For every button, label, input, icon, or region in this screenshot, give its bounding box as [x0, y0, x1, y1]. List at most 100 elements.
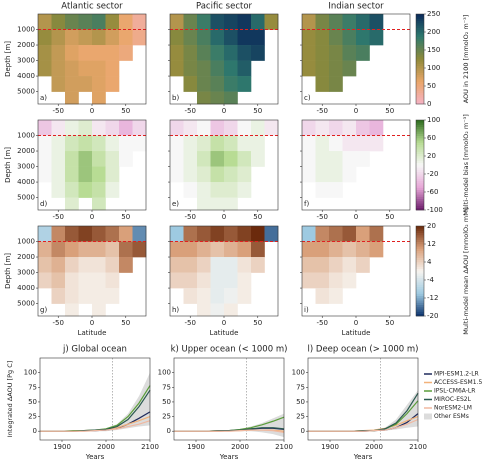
chart-title: l) Deep ocean (> 1000 m) [308, 345, 419, 355]
colorbar-segment [416, 293, 424, 297]
field-cell [197, 151, 211, 167]
field-cell [105, 60, 120, 77]
colorbar-segment [416, 70, 424, 73]
field-cell [356, 151, 370, 167]
field-cell [65, 151, 79, 167]
y-tick-label: 100 [292, 369, 305, 377]
colorbar-segment [416, 56, 424, 60]
field-cell [342, 166, 357, 183]
colorbar-segment [416, 313, 424, 317]
field-cell [183, 76, 198, 92]
field-cell [356, 226, 370, 242]
y-tick-label: 3000 [17, 163, 35, 171]
x-tick-label: 50 [121, 213, 130, 221]
field-cell [119, 226, 133, 242]
colorbar-segment [416, 187, 424, 191]
colorbar-segment [416, 25, 424, 28]
x-tick-label: 0 [354, 213, 358, 221]
colorbar-segment [416, 309, 424, 312]
field-cell [210, 272, 225, 289]
x-tick-label: 2000 [231, 443, 249, 451]
field-cell [251, 120, 265, 136]
colorbar-segment [416, 302, 424, 306]
field-cell [237, 14, 252, 30]
field-cell [51, 226, 66, 242]
field-cell [183, 288, 198, 304]
field-cell [237, 120, 252, 136]
field-cell [302, 14, 316, 30]
colorbar-segment [416, 72, 424, 76]
panel-label: a) [40, 94, 47, 102]
field-cell [210, 60, 225, 77]
field-cell [170, 14, 184, 30]
field-cell [51, 182, 66, 198]
field-cell [51, 76, 66, 92]
colorbar-segment [416, 192, 424, 195]
field-cell [329, 151, 343, 167]
x-axis-label: Latitude [210, 329, 239, 337]
x-axis-label: Latitude [78, 329, 107, 337]
colorbar-tick-label: -20 [427, 170, 438, 178]
colorbar-segment [416, 257, 424, 261]
colorbar-segment [416, 291, 424, 294]
field-cell [170, 241, 184, 258]
field-cell [237, 182, 252, 198]
field-cell [119, 151, 133, 167]
legend-label: ACCESS-ESM1.5 [434, 379, 482, 386]
field-cell [224, 135, 238, 152]
legend-label: MPI-ESM1.2-LR [434, 371, 479, 378]
colorbar-segment [416, 77, 424, 80]
colorbar-label: Multi-model mean ΔAOU [mmolO₂ m⁻³] [462, 207, 470, 334]
colorbar-tick-label: -12 [427, 294, 438, 302]
colorbar-segment [416, 275, 424, 279]
field-cell [251, 14, 265, 30]
field-cell [38, 45, 52, 61]
colorbar-segment [416, 176, 424, 179]
colorbar-segment [416, 74, 424, 78]
field-cell [329, 166, 343, 183]
colorbar-segment [416, 101, 424, 105]
panel-label: c) [304, 94, 311, 102]
field-cell [356, 241, 370, 258]
x-axis-label: Latitude [342, 329, 371, 337]
field-cell [105, 182, 120, 198]
field-cell [329, 60, 343, 77]
field-cell [315, 257, 330, 273]
colorbar-segment [416, 20, 424, 24]
field-cell [237, 45, 252, 61]
x-tick-label: 50 [121, 319, 130, 327]
field-cell [105, 241, 120, 258]
colorbar-segment [416, 167, 424, 170]
colorbar-segment [416, 65, 424, 69]
field-cell [264, 120, 279, 136]
field-cell [329, 257, 343, 273]
colorbar-segment [416, 250, 424, 254]
colorbar-segment [416, 149, 424, 152]
colorbar-segment [416, 266, 424, 270]
x-tick-label: -50 [53, 107, 64, 115]
field-cell [38, 166, 52, 183]
plot-frame [173, 357, 285, 441]
field-cell [329, 272, 343, 289]
field-cell [302, 135, 316, 152]
field-cell [315, 288, 330, 304]
field-cell [210, 288, 225, 304]
y-axis-label: Depth [m] [4, 147, 12, 183]
x-tick-label: -50 [317, 319, 328, 327]
colorbar-frame [415, 119, 425, 211]
field-cell [329, 45, 343, 61]
field-cell [38, 151, 52, 167]
colorbar-tick-label: 0 [427, 100, 431, 108]
colorbar-segment [416, 298, 424, 301]
field-cell [329, 14, 343, 30]
colorbar-tick-label: 200 [427, 28, 440, 36]
field-cell [315, 60, 330, 77]
field-cell [78, 288, 93, 304]
colorbar-segment [416, 41, 424, 44]
field-cell [224, 257, 238, 273]
colorbar-segment [416, 144, 424, 148]
x-tick-label: -50 [53, 213, 64, 221]
field-cell [224, 14, 238, 30]
field-cell [38, 120, 52, 136]
